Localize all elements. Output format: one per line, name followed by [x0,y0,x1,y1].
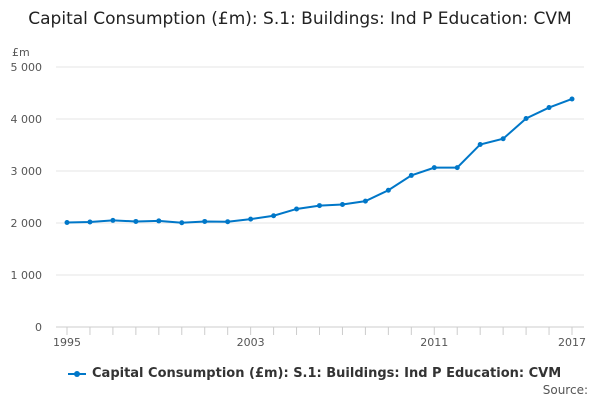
data-point [271,213,277,219]
data-point [523,115,529,121]
data-point [133,218,139,224]
x-tick-label: 1995 [53,336,81,349]
data-point [179,220,185,226]
data-point [385,187,391,193]
data-point [225,219,231,225]
y-tick-label: 1 000 [11,269,43,282]
x-tick-label: 2011 [420,336,448,349]
data-point [64,219,70,225]
data-point [431,165,437,171]
data-point [454,165,460,171]
y-tick-label: 5 000 [11,61,43,74]
y-tick-label: 0 [35,321,42,334]
data-point [202,218,208,224]
data-point [87,219,93,225]
legend-label: Capital Consumption (£m): S.1: Buildings… [92,366,562,381]
y-tick-label: 2 000 [11,217,43,230]
data-point [408,172,414,178]
data-point [362,198,368,204]
x-tick-label: 2003 [237,336,265,349]
source-label: Source: [542,383,588,397]
data-point [477,141,483,147]
data-point [569,96,575,102]
legend-line-marker-icon [68,370,86,377]
data-point [339,202,345,208]
data-point [546,105,552,111]
chart-title: Capital Consumption (£m): S.1: Buildings… [28,9,572,29]
data-point [156,218,162,224]
y-axis-label: £m [12,46,30,59]
legend[interactable]: Capital Consumption (£m): S.1: Buildings… [68,366,561,381]
data-point [500,136,506,142]
y-tick-label: 4 000 [11,113,43,126]
x-tick-label: 2017 [558,336,586,349]
data-point [110,217,116,223]
data-point [317,203,322,209]
data-point [294,206,300,212]
y-tick-label: 3 000 [11,165,43,178]
data-point [248,216,254,222]
